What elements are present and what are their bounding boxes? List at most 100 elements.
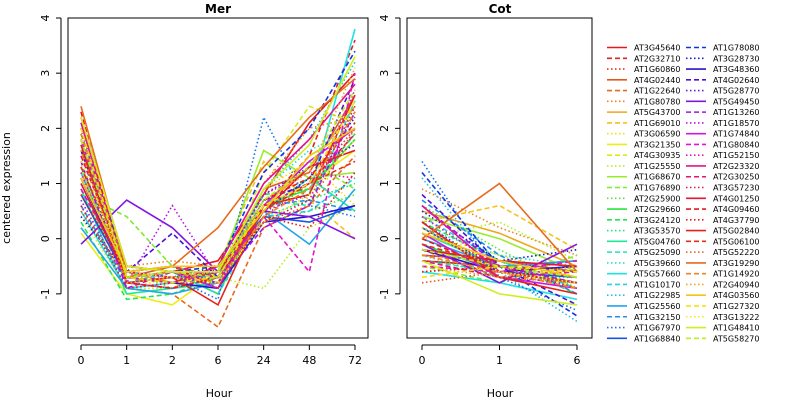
cot-series-line-at5g49450 [421, 243, 578, 284]
mer-series-line-at5g06100 [80, 160, 356, 279]
mer-y-label: centered expression [0, 132, 13, 244]
cot-x-label: Hour [487, 387, 514, 400]
legend-label: AT4G37790 [713, 216, 759, 225]
cot-y-axis: -1 0 1 2 3 4 [378, 15, 401, 299]
legend-label: AT5G04760 [634, 237, 680, 246]
legend-label: AT4G30935 [634, 151, 680, 160]
mer-plot-frame [67, 17, 369, 339]
legend-label: AT1G76890 [634, 184, 680, 193]
legend-label: AT5G49450 [713, 97, 759, 106]
mer-x-axis: 0 1 2 6 24 48 72 [78, 344, 362, 367]
legend-label: AT4G02440 [634, 76, 680, 85]
legend-label: AT1G80840 [713, 140, 759, 149]
cot-series-line-at3g19290 [421, 182, 578, 273]
cot-y-tick-label: -1 [378, 288, 391, 299]
legend-label: AT1G68670 [634, 173, 680, 182]
legend-label: AT1G22640 [634, 87, 680, 96]
legend-label: AT2G29660 [634, 205, 680, 214]
mer-y-tick-label: 3 [39, 70, 52, 77]
legend-label: AT1G27320 [713, 302, 759, 311]
cot-plot-frame [406, 17, 593, 339]
legend-label: AT1G78080 [713, 44, 759, 53]
legend-label: AT3G53570 [634, 227, 680, 236]
cot-title: Cot [489, 2, 512, 16]
legend-label: AT5G58270 [713, 334, 759, 343]
mer-y-tick-label: 1 [39, 180, 52, 187]
legend-label: AT3G19290 [713, 259, 759, 268]
mer-series-line-at1g48410 [80, 56, 356, 273]
legend-label: AT5G28770 [713, 87, 759, 96]
mer-series-line-at3g13222 [80, 138, 356, 284]
legend-label: AT1G25550 [634, 162, 680, 171]
cot-series-line-at1g48410 [421, 260, 578, 306]
mer-series-line-at3g57230 [80, 105, 356, 290]
legend-label: AT2G40940 [713, 280, 759, 289]
legend-label: AT3G06590 [634, 130, 680, 139]
cot-panel: Cot -1 0 1 2 3 4 0 1 6 Hour [378, 2, 593, 400]
cot-y-tick-label: 2 [378, 125, 391, 132]
legend-label: AT3G21350 [634, 140, 680, 149]
legend-label: AT5G57660 [634, 270, 680, 279]
cot-series-line-at3g24120 [421, 221, 578, 295]
mer-x-tick-label: 2 [169, 354, 176, 367]
legend-label: AT1G52150 [713, 151, 759, 160]
legend-label: AT1G25560 [634, 302, 680, 311]
legend-label: AT3G57230 [713, 184, 759, 193]
mer-y-tick-label: 2 [39, 125, 52, 132]
legend-label: AT3G45640 [634, 44, 680, 53]
mer-series-line-at4g03560 [80, 127, 356, 273]
mer-x-tick-label: 72 [348, 354, 362, 367]
mer-x-tick-label: 48 [302, 354, 316, 367]
cot-x-axis: 0 1 6 [419, 344, 581, 367]
mer-series-line-at1g14920 [80, 111, 356, 284]
cot-x-tick-label: 1 [496, 354, 503, 367]
mer-x-tick-label: 1 [123, 354, 130, 367]
legend-label: AT3G13222 [713, 313, 759, 322]
cot-series-line-at1g68670 [421, 215, 578, 273]
legend-label: AT5G06100 [713, 237, 759, 246]
legend-label: AT2G30250 [713, 173, 759, 182]
cot-x-tick-label: 6 [574, 354, 581, 367]
mer-y-axis: -1 0 1 2 3 4 [39, 15, 62, 299]
legend-label: AT3G48360 [713, 65, 759, 74]
cot-series-line-at1g25550 [421, 221, 578, 262]
mer-series-lines [80, 28, 356, 329]
legend-label: AT1G80780 [634, 97, 680, 106]
cot-series-line-at2g25900 [421, 204, 578, 290]
mer-y-tick-label: 0 [39, 235, 52, 242]
mer-x-tick-label: 24 [257, 354, 271, 367]
legend-label: AT1G67970 [634, 324, 680, 333]
legend-label: AT1G22985 [634, 291, 680, 300]
mer-series-line-at1g80780 [80, 116, 356, 268]
legend-label: AT2G23320 [713, 162, 759, 171]
legend-label: AT3G24120 [634, 216, 680, 225]
legend-label: AT4G09460 [713, 205, 759, 214]
cot-x-tick-label: 0 [419, 354, 426, 367]
legend-label: AT4G03560 [713, 291, 759, 300]
cot-series-line-at1g80780 [421, 188, 578, 256]
mer-series-line-at1g10170 [80, 172, 356, 295]
legend-label: AT1G18570 [713, 119, 759, 128]
mer-y-tick-label: -1 [39, 288, 52, 299]
legend-label: AT1G68840 [634, 334, 680, 343]
legend-label: AT2G25900 [634, 194, 680, 203]
cot-y-tick-label: 4 [378, 15, 391, 22]
legend-label: AT1G32150 [634, 313, 680, 322]
cot-series-line-at4g03560 [421, 232, 578, 279]
legend-label: AT1G60860 [634, 65, 680, 74]
legend-label: AT2G32710 [634, 54, 680, 63]
legend-label: AT1G48410 [713, 324, 759, 333]
cot-series-line-at3g06590 [421, 232, 578, 279]
legend-label: AT1G13260 [713, 108, 759, 117]
mer-title: Mer [205, 2, 231, 16]
mer-x-tick-label: 6 [215, 354, 222, 367]
cot-series-line-at1g69010 [421, 204, 578, 251]
mer-panel: Mer -1 0 1 2 3 4 0 1 2 6 24 48 72 Hour centered exp… [0, 2, 369, 400]
cot-series-line-at5g02840 [421, 221, 578, 295]
cot-y-tick-label: 1 [378, 180, 391, 187]
mer-x-tick-label: 0 [78, 354, 85, 367]
legend-label: AT5G02840 [713, 227, 759, 236]
mer-x-label: Hour [206, 387, 233, 400]
